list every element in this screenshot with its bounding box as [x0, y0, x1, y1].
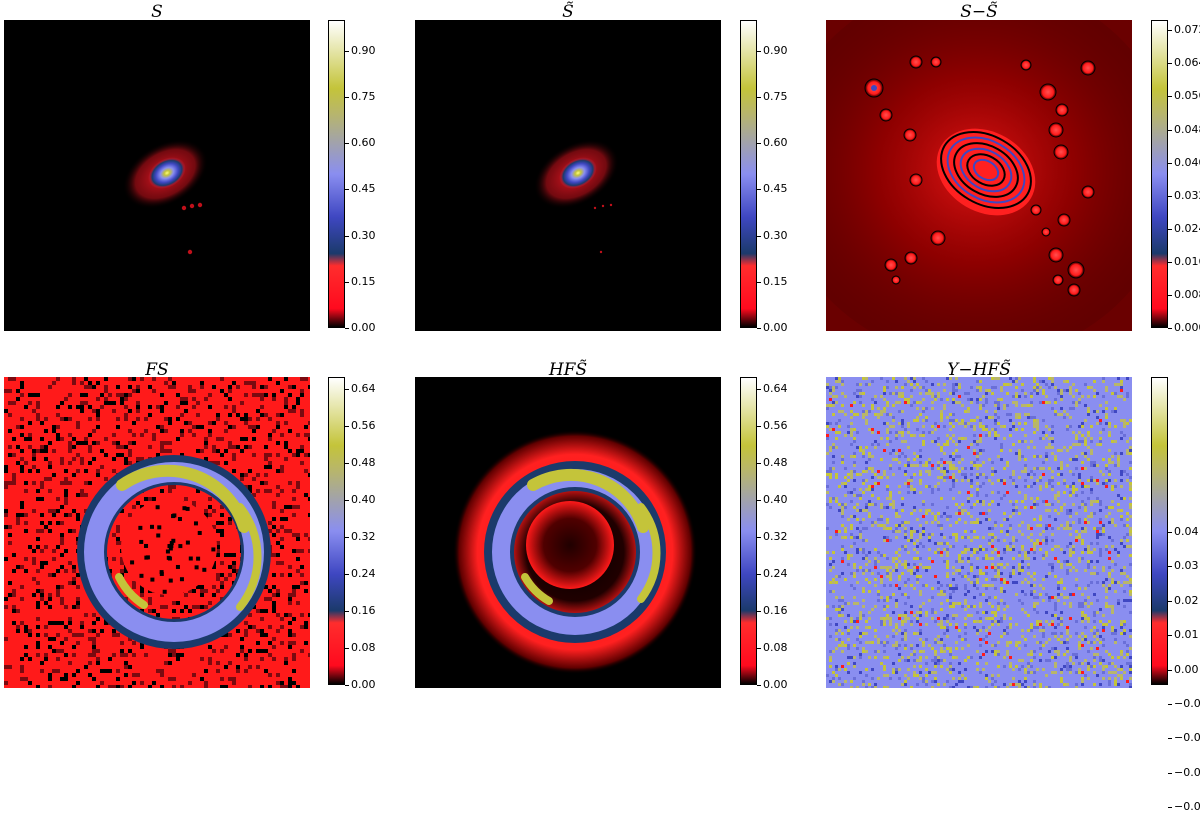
image-resid — [826, 377, 1132, 688]
colorbar-tick-label: −0.02 — [1168, 731, 1200, 744]
colorbar-tick-label: 0.30 — [345, 228, 376, 242]
colorbar-tick-label: 0.45 — [757, 182, 788, 196]
colorbar-tick-label: 0.056 — [1168, 89, 1200, 102]
colorbar-tick-label: 0.64 — [757, 381, 788, 395]
colorbar — [1151, 377, 1168, 685]
colorbar-tick-label: 0.00 — [345, 321, 376, 334]
colorbar-tick-label: 0.40 — [345, 492, 376, 506]
colorbar-tick-label: 0.40 — [757, 492, 788, 506]
colorbar-tick-label: −0.04 — [1168, 800, 1200, 813]
colorbar-tick-label: 0.072 — [1168, 23, 1200, 36]
colorbar-tick-label: 0.56 — [757, 418, 788, 432]
colorbar-tick-label: −0.03 — [1168, 766, 1200, 779]
image-s — [4, 20, 310, 331]
colorbar-tick-label: 0.75 — [345, 90, 376, 103]
colorbar-tick-label: 0.56 — [345, 418, 376, 432]
colorbar-tick-label: 0.45 — [345, 182, 376, 196]
colorbar-tick-label: 0.24 — [757, 566, 788, 580]
colorbar-tick-label: 0.15 — [345, 274, 376, 288]
colorbar — [1151, 20, 1168, 328]
colorbar-tick-label: 0.64 — [345, 381, 376, 395]
panel-title: Y−HFS̃ — [947, 360, 1011, 380]
colorbar-tick-label: 0.08 — [345, 640, 376, 654]
colorbar-tick-label: 0.48 — [345, 455, 376, 469]
colorbar-tick-label: 0.000 — [1168, 321, 1200, 334]
colorbar-tick-label: 0.04 — [1168, 524, 1199, 538]
colorbar-tick-label: 0.75 — [757, 90, 788, 103]
image-hfs — [415, 377, 721, 688]
colorbar-tick-label: 0.48 — [757, 455, 788, 469]
panel-title: S̃ — [562, 2, 574, 22]
colorbar-tick-label: 0.30 — [757, 228, 788, 242]
colorbar-tick-label: 0.90 — [757, 43, 788, 57]
colorbar-tick-label: 0.064 — [1168, 56, 1200, 69]
image-fs — [4, 377, 310, 688]
colorbar-tick-label: 0.00 — [1168, 662, 1199, 676]
colorbar — [740, 20, 757, 328]
colorbar-tick-label: 0.16 — [757, 603, 788, 617]
colorbar-tick-label: 0.32 — [345, 529, 376, 543]
panel-title: HFS̃ — [548, 360, 588, 380]
panel-title: FS — [145, 360, 169, 380]
colorbar — [328, 20, 345, 328]
image-stilde — [415, 20, 721, 331]
colorbar-tick-label: 0.00 — [757, 678, 788, 691]
colorbar-tick-label: 0.040 — [1168, 156, 1200, 169]
colorbar-tick-label: 0.048 — [1168, 123, 1200, 136]
colorbar-tick-label: 0.02 — [1168, 593, 1199, 607]
colorbar-tick-label: 0.15 — [757, 274, 788, 288]
colorbar-tick-label: −0.01 — [1168, 697, 1200, 710]
colorbar-tick-label: 0.08 — [757, 640, 788, 654]
colorbar — [328, 377, 345, 685]
panel-title: S — [151, 2, 163, 22]
colorbar-tick-label: 0.24 — [345, 566, 376, 580]
colorbar-tick-label: 0.008 — [1168, 288, 1200, 301]
colorbar-tick-label: 0.00 — [345, 678, 376, 691]
colorbar-tick-label: 0.03 — [1168, 559, 1199, 573]
colorbar-tick-label: 0.60 — [345, 136, 376, 150]
colorbar-tick-label: 0.32 — [757, 529, 788, 543]
colorbar-tick-label: 0.60 — [757, 136, 788, 150]
colorbar-tick-label: 0.024 — [1168, 222, 1200, 235]
colorbar-tick-label: 0.16 — [345, 603, 376, 617]
colorbar-tick-label: 0.01 — [1168, 628, 1199, 642]
colorbar — [740, 377, 757, 685]
colorbar-tick-label: 0.032 — [1168, 189, 1200, 202]
colorbar-tick-label: 0.90 — [345, 43, 376, 57]
colorbar-tick-label: 0.00 — [757, 321, 788, 334]
panel-title: S−S̃ — [960, 2, 998, 22]
colorbar-tick-label: 0.016 — [1168, 255, 1200, 268]
image-diff — [826, 20, 1132, 331]
